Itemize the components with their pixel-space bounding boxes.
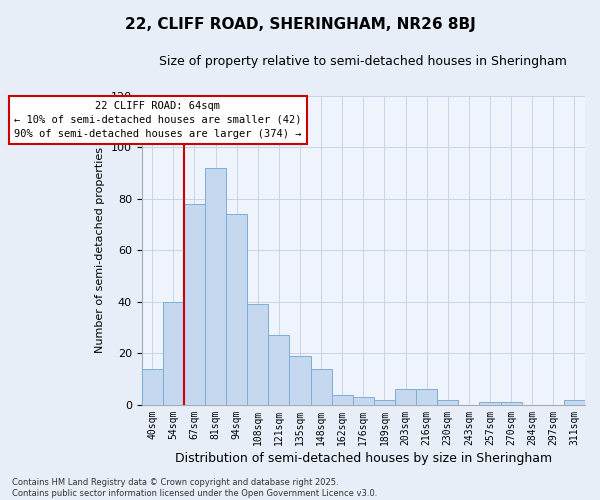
Text: 22, CLIFF ROAD, SHERINGHAM, NR26 8BJ: 22, CLIFF ROAD, SHERINGHAM, NR26 8BJ xyxy=(125,18,475,32)
Bar xyxy=(353,397,374,405)
Bar xyxy=(332,394,353,405)
Bar xyxy=(247,304,268,405)
Bar xyxy=(226,214,247,405)
Bar xyxy=(184,204,205,405)
Bar xyxy=(163,302,184,405)
Text: 22 CLIFF ROAD: 64sqm
← 10% of semi-detached houses are smaller (42)
90% of semi-: 22 CLIFF ROAD: 64sqm ← 10% of semi-detac… xyxy=(14,100,302,138)
Bar xyxy=(311,369,332,405)
Y-axis label: Number of semi-detached properties: Number of semi-detached properties xyxy=(95,147,105,353)
Bar xyxy=(479,402,500,405)
Bar xyxy=(205,168,226,405)
Text: Contains HM Land Registry data © Crown copyright and database right 2025.
Contai: Contains HM Land Registry data © Crown c… xyxy=(12,478,377,498)
Title: Size of property relative to semi-detached houses in Sheringham: Size of property relative to semi-detach… xyxy=(160,55,567,68)
Bar xyxy=(268,336,289,405)
Bar xyxy=(416,390,437,405)
Bar xyxy=(142,369,163,405)
Bar xyxy=(437,400,458,405)
X-axis label: Distribution of semi-detached houses by size in Sheringham: Distribution of semi-detached houses by … xyxy=(175,452,552,465)
Bar xyxy=(500,402,521,405)
Bar xyxy=(564,400,585,405)
Bar xyxy=(395,390,416,405)
Bar xyxy=(289,356,311,405)
Bar xyxy=(374,400,395,405)
